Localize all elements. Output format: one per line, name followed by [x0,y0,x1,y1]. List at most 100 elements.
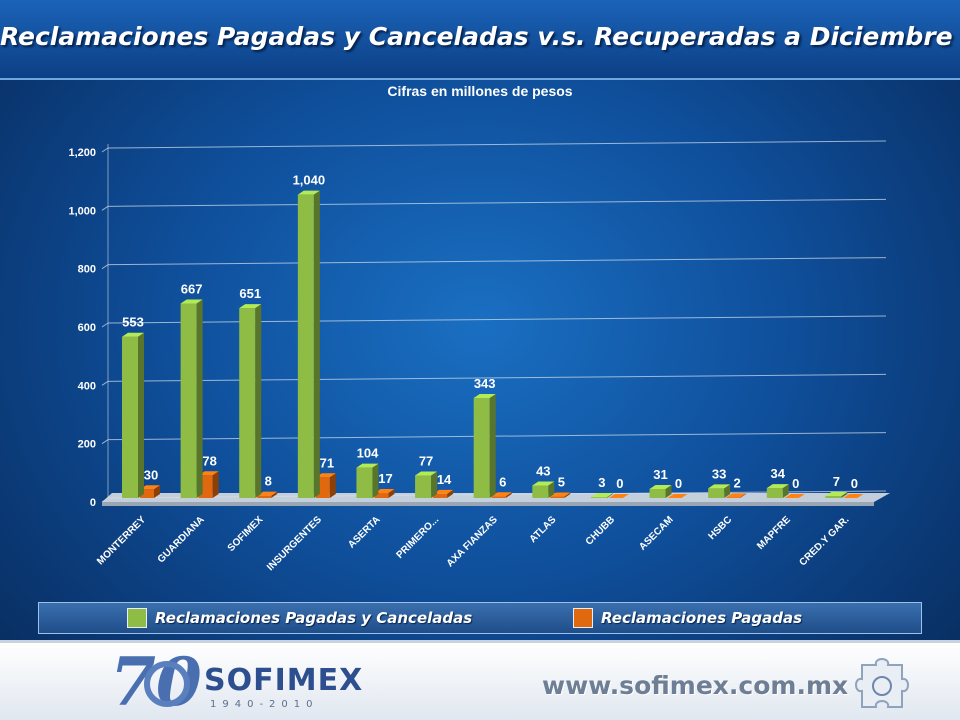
bar-series1-top [122,332,144,337]
bar-series2-side [505,492,512,498]
y-tick-label: 1,200 [68,147,96,159]
bar-series2 [433,493,448,498]
bar-chart: 02004006008001,0001,20055330MONTERREY667… [68,140,890,573]
bar-series1-side [489,393,496,498]
legend-swatch-green [127,608,147,628]
chart-subtitle: Cifras en millones de pesos [387,83,573,99]
gridline-side [101,322,109,328]
gridline-side [101,264,109,270]
bar-series1 [766,488,783,498]
x-tick-label: ASERTA [346,514,382,550]
data-label-series2: 6 [499,474,506,489]
bar-series1 [708,488,725,498]
data-label-series1: 104 [357,446,379,461]
x-tick-label: CRED.Y GAR. [797,514,851,568]
bar-series1-side [255,304,262,498]
data-label-series2: 17 [378,471,392,486]
bar-series2-top [667,494,688,498]
title-bar [0,0,960,80]
website-link[interactable]: www.sofimex.com.mx [542,671,849,700]
bar-series1 [415,475,432,498]
data-label-series1: 33 [712,466,726,481]
logo-emblem-icon [144,661,190,707]
legend-item-series1: Reclamaciones Pagadas y Canceladas [127,607,472,629]
x-tick-label: MAPFRE [755,514,793,552]
y-tick-label: 800 [78,264,96,276]
legend-item-series2: Reclamaciones Pagadas [573,607,802,629]
bar-series2-side [447,489,454,498]
bar-series1-top [239,304,262,309]
data-label-series1: 667 [181,281,203,296]
gridline [107,373,887,382]
bar-series2 [257,495,272,498]
bar-series2-top [726,493,747,498]
gridline-side [101,380,109,386]
gridline-side [101,147,109,153]
gridline-side [101,439,109,445]
bar-series2-top [608,494,629,498]
bar-series1-top [415,471,438,476]
bar-series2 [491,496,506,498]
bar-series1-side [782,484,789,498]
bar-series1-top [297,190,320,195]
data-label-series2: 0 [792,476,799,491]
chart-floor-edge [102,502,874,506]
bar-series1-side [431,471,438,498]
data-label-series1: 1,040 [293,173,326,188]
data-label-series2: 0 [675,476,682,491]
bar-series2 [374,493,389,498]
slide-title: Reclamaciones Pagadas y Canceladas v.s. … [0,22,960,51]
bar-series2-top [257,491,278,496]
bar-series2-top [784,494,805,498]
data-label-series1: 3 [598,475,605,490]
x-tick-label: SOFIMEX [226,514,266,554]
chart-legend: Reclamaciones Pagadas y Canceladas Recla… [38,602,922,634]
logo-years: 1940-2010 [210,699,319,710]
bar-series1-top [356,463,379,468]
bar-series1 [473,397,490,498]
data-label-series2: 2 [734,475,741,490]
bar-series2-top [315,473,336,478]
bar-series2-top [140,485,160,490]
bar-series2-side [154,485,160,498]
legend-label-series1: Reclamaciones Pagadas y Canceladas [155,609,473,627]
gridline-side [101,205,109,211]
y-tick-label: 400 [78,380,96,392]
bar-series1-top [708,484,731,489]
legend-label-series2: Reclamaciones Pagadas [601,609,803,627]
data-label-series2: 0 [851,476,858,491]
data-label-series1: 343 [474,376,496,391]
y-tick-label: 600 [78,322,96,334]
bar-series2-side [329,473,336,498]
bar-series2-top [843,494,864,498]
data-label-series1: 34 [771,466,786,481]
bar-series1 [532,485,549,498]
bar-series2-top [374,489,395,494]
gridline [107,315,887,324]
y-tick-label: 0 [90,497,96,509]
bar-series1-side [548,481,555,498]
footer: 70 SOFIMEX 1940-2010 www.sofimex.com.mx [0,640,960,720]
data-label-series2: 78 [202,453,216,468]
data-label-series1: 7 [833,474,840,489]
x-tick-label: INSURGENTES [265,514,324,573]
bar-series2-side [388,489,395,498]
data-label-series2: 30 [144,467,158,482]
x-tick-label: PRIMERO... [395,514,442,561]
bar-series1-side [313,190,320,498]
data-label-series1: 553 [122,315,144,330]
bar-series1-top [766,484,789,489]
bar-series2-top [491,492,512,497]
bar-series1 [297,194,314,498]
y-tick-label: 200 [78,439,96,451]
legend-swatch-orange [573,608,593,628]
bar-series1-side [196,299,203,498]
bar-series2-side [564,492,571,498]
bar-series1-top [532,481,555,486]
bar-series2-top [550,492,571,497]
bar-series1 [180,303,197,498]
bar-series1-side [606,493,613,498]
x-tick-label: ATLAS [528,514,559,545]
data-label-series1: 43 [536,463,550,478]
x-tick-label: CHUBB [584,514,617,547]
